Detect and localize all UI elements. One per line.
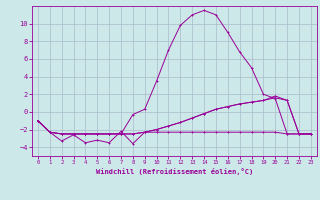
X-axis label: Windchill (Refroidissement éolien,°C): Windchill (Refroidissement éolien,°C) <box>96 168 253 175</box>
